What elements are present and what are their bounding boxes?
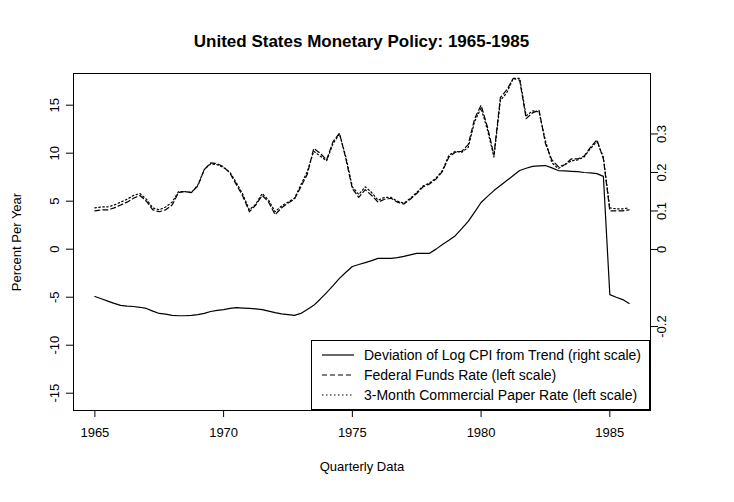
- svg-text:1970: 1970: [209, 425, 238, 440]
- html-text:Deviation of Log CPI from Tren: Deviation of Log CPI from Trend (right s…: [364, 347, 641, 363]
- svg-text:-15: -15: [47, 384, 62, 403]
- svg-text:Quarterly Data: Quarterly Data: [320, 459, 405, 474]
- html-text:United States Monetary Policy:: United States Monetary Policy: 1965-1985: [193, 32, 530, 51]
- html-text:3-Month Commercial Paper Rate: 3-Month Commercial Paper Rate (left scal…: [364, 387, 638, 403]
- svg-text:-0.2: -0.2: [654, 315, 669, 337]
- svg-text:-10: -10: [47, 336, 62, 355]
- html-text:Federal Funds Rate (left scale: Federal Funds Rate (left scale): [364, 367, 557, 383]
- svg-text:15: 15: [47, 98, 62, 112]
- svg-text:0.1: 0.1: [654, 202, 669, 220]
- svg-text:0.2: 0.2: [654, 163, 669, 181]
- svg-text:5: 5: [47, 198, 62, 205]
- svg-text:10: 10: [47, 146, 62, 160]
- svg-text:0.3: 0.3: [654, 125, 669, 143]
- svg-text:1965: 1965: [80, 425, 109, 440]
- svg-text:1975: 1975: [338, 425, 367, 440]
- svg-text:1985: 1985: [595, 425, 624, 440]
- svg-text:Percent Per Year: Percent Per Year: [9, 192, 24, 291]
- svg-text:1980: 1980: [467, 425, 496, 440]
- svg-text:0: 0: [654, 246, 669, 253]
- svg-text:0: 0: [47, 246, 62, 253]
- svg-text:-5: -5: [47, 291, 62, 303]
